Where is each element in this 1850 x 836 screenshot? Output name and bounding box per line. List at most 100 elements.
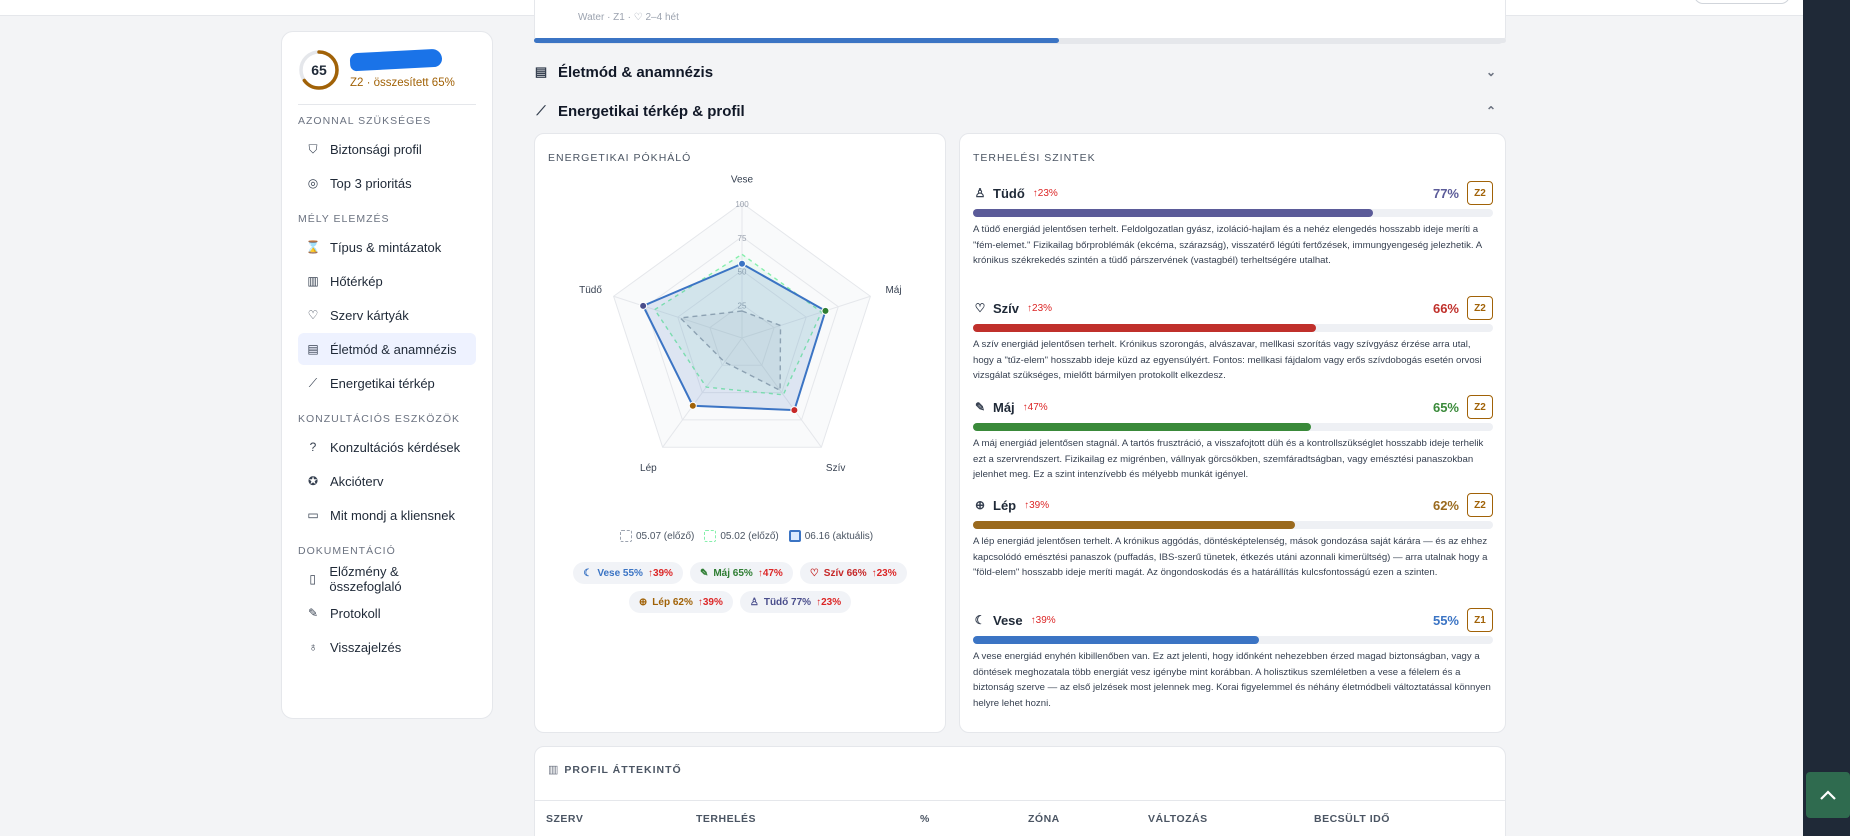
sidebar-item[interactable]: ▭ Mit mondj a kliensnek: [298, 499, 476, 531]
organ-chip[interactable]: ♙ Tüdő 77% ↑23%: [739, 591, 852, 613]
column-header[interactable]: TERHELÉS: [696, 812, 757, 825]
radar-axis-line: [741, 295, 871, 339]
radar-title: ENERGETIKAI PÓKHÁLÓ: [548, 152, 692, 164]
organ-chips: ☾ Vese 55% ↑39% ✎ Máj 65% ↑47% ♡ Szív 66% ↑23% ⊕ L…: [534, 562, 946, 613]
load-bar: [973, 636, 1493, 644]
radar-series-2: [641, 262, 827, 412]
organ-chip[interactable]: ✎ Máj 65% ↑47%: [689, 562, 793, 584]
chip-change: ↑23%: [816, 596, 842, 608]
chip-label: Vese 55%: [597, 567, 643, 579]
load-change: ↑47%: [1022, 401, 1048, 413]
radar-point: [790, 406, 799, 415]
radar-point: [639, 301, 648, 310]
radar-grid-ring: [677, 269, 807, 394]
load-change: ↑39%: [1024, 499, 1050, 511]
sidebar-item[interactable]: ✎ Protokoll: [298, 597, 476, 629]
zone-badge: Z1: [1467, 608, 1493, 632]
radar-series-0: [678, 310, 782, 392]
organ-chip[interactable]: ☾ Vese 55% ↑39%: [573, 562, 683, 584]
heart-icon: ♡: [307, 308, 319, 322]
sidebar-item[interactable]: ⛉ Biztonsági profil: [298, 133, 476, 165]
radar-series-1: [653, 253, 823, 396]
chevron-up-icon[interactable]: ⌃: [1485, 104, 1496, 118]
sidebar-item[interactable]: ▥ Hőtérkép: [298, 265, 476, 297]
column-header[interactable]: %: [920, 812, 930, 825]
radar-legend: 05.07 (előző) 05.02 (előző) 06.16 (aktuá…: [620, 530, 873, 542]
zone-badge: Z2: [1467, 181, 1493, 205]
load-change: ↑23%: [1032, 187, 1058, 199]
organ-icon: ♙: [974, 186, 986, 200]
radar-point: [821, 306, 830, 315]
column-header[interactable]: BECSÜLT IDŐ: [1314, 812, 1390, 825]
load-bar-fill: [973, 423, 1311, 431]
sidebar-item[interactable]: ♁ Visszajelzés: [298, 631, 476, 663]
radar-point: [688, 401, 697, 410]
scroll-to-top-button[interactable]: [1806, 772, 1850, 818]
sidebar-item[interactable]: ▤ Életmód & anamnézis: [298, 333, 476, 365]
top-pill[interactable]: [1694, 0, 1790, 4]
column-header[interactable]: VÁLTOZÁS: [1148, 812, 1208, 825]
sidebar-item-label: Protokoll: [330, 605, 381, 621]
award-icon: ✪: [307, 474, 319, 488]
chip-change: ↑39%: [697, 596, 723, 608]
score-value: 65: [311, 62, 327, 78]
chip-change: ↑39%: [647, 567, 673, 579]
organ-icon: ♡: [974, 301, 986, 315]
profile-summary: 65 Z2 · összesített 65%: [298, 46, 476, 94]
section-title: Életmód & anamnézis: [558, 63, 714, 81]
zone-badge: Z2: [1467, 296, 1493, 320]
load-header: ☾ Vese ↑39% 55% Z1: [973, 608, 1493, 632]
sidebar-item-label: Életmód & anamnézis: [330, 341, 457, 357]
nav-section-title: AZONNAL SZÜKSÉGES: [298, 115, 432, 127]
profile-overview-title: PROFIL ÁTTEKINTŐ: [564, 763, 682, 776]
shield-icon: ⛉: [308, 141, 318, 156]
organ-chip[interactable]: ♡ Szív 66% ↑23%: [799, 562, 907, 584]
radar-axis-line: [741, 337, 822, 448]
organ-icon: ✎: [974, 400, 986, 414]
sidebar-item[interactable]: ▯ Előzmény & összefoglaló: [298, 563, 476, 595]
load-levels-card: TERHELÉSI SZINTEK: [959, 133, 1506, 733]
redacted-client-name: [349, 48, 443, 72]
nav-section-title: MÉLY ELEMZÉS: [298, 213, 390, 225]
radar-grid-ring: [709, 303, 775, 366]
sidebar-item[interactable]: ⟋ Energetikai térkép: [298, 367, 476, 399]
load-item: ☾ Vese ↑39% 55% Z1 A vese energiád enyhé…: [973, 608, 1493, 711]
load-description: A szív energiád jelentősen terhelt. Krón…: [973, 339, 1482, 381]
radar-tick-label: 75: [738, 234, 747, 243]
legend-label: 06.16 (aktuális): [804, 530, 874, 542]
sidebar-item-label: Hőtérkép: [330, 273, 383, 289]
organ-name: Máj: [993, 399, 1015, 415]
load-percent: 55%: [1432, 612, 1459, 628]
clipboard-icon: ▤: [534, 64, 548, 79]
sidebar-item[interactable]: ? Konzultációs kérdések: [298, 431, 476, 463]
sidebar-item[interactable]: ⌛ Típus & mintázatok: [298, 231, 476, 263]
section-lifestyle[interactable]: ▤ Életmód & anamnézis ⌄: [534, 60, 1506, 84]
chevron-down-icon[interactable]: ⌄: [1485, 65, 1496, 79]
load-item: ✎ Máj ↑47% 65% Z2 A máj energiád jelentő…: [973, 395, 1493, 483]
section-energy[interactable]: ⟋ Energetikai térkép & profil ⌃: [534, 99, 1506, 123]
table-header: SZERV TERHELÉS% ZÓNA VÁLTOZÁS BECSÜLT IDŐ: [534, 800, 1506, 836]
legend-item: 05.02 (előző): [704, 530, 779, 542]
bulb-icon: ♁: [308, 640, 318, 654]
column-header[interactable]: ZÓNA: [1028, 812, 1060, 825]
load-change: ↑23%: [1027, 302, 1053, 314]
legend-item: 06.16 (aktuális): [788, 530, 874, 542]
radar-chart: 100 75 50 25 Vese Máj Szív Lép Tüdő: [579, 175, 901, 474]
radar-axis-label: Lép: [640, 463, 657, 474]
radar-axis-label: Tüdő: [579, 285, 602, 296]
sidebar-item[interactable]: ♡ Szerv kártyák: [298, 299, 476, 331]
column-header[interactable]: SZERV: [546, 812, 584, 825]
sidebar: 65 Z2 · összesített 65% AZONNAL SZÜKSÉGE…: [281, 31, 493, 719]
organ-icon: ♡: [809, 567, 819, 579]
chip-change: ↑23%: [871, 567, 897, 579]
load-levels-title: TERHELÉSI SZINTEK: [973, 152, 1096, 164]
organ-icon: ✎: [699, 567, 709, 579]
sidebar-item[interactable]: ◎ Top 3 prioritás: [298, 167, 476, 199]
load-item: ⊕ Lép ↑39% 62% Z2 A lép energiád jelentő…: [973, 493, 1493, 581]
sidebar-item[interactable]: ✪ Akcióterv: [298, 465, 476, 497]
load-change: ↑39%: [1030, 614, 1056, 626]
chip-label: Máj 65%: [713, 567, 753, 579]
organ-chip[interactable]: ⊕ Lép 62% ↑39%: [628, 591, 733, 613]
sidebar-item-label: Top 3 prioritás: [330, 175, 412, 191]
load-description: A vese energiád enyhén kibillenőben van.…: [973, 651, 1491, 709]
